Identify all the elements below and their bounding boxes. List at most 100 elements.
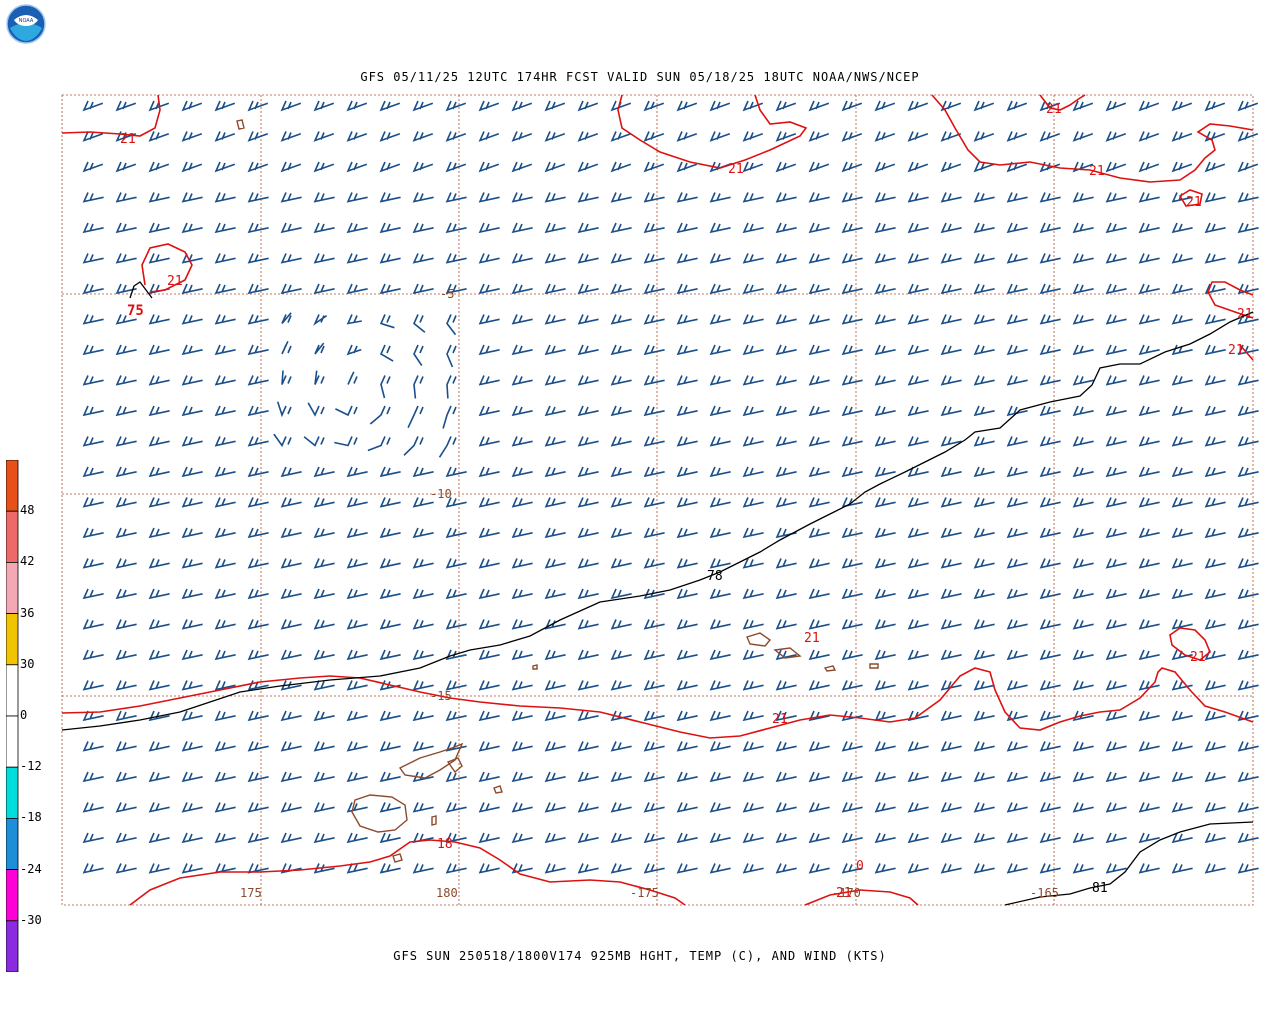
wind-barb: [247, 100, 269, 112]
wind-barb: [214, 192, 236, 203]
wind-barb: [577, 710, 599, 722]
wind-barb: [610, 649, 632, 661]
wind-barb: [181, 527, 203, 539]
wind-barb: [610, 527, 632, 539]
wind-barb: [82, 771, 104, 783]
island-small-6: [236, 119, 245, 130]
fiji-viti-levu: [351, 794, 408, 833]
wind-barb: [478, 832, 500, 844]
wind-barb: [808, 497, 830, 508]
wind-barb: [973, 588, 995, 600]
color-scale-label: 30: [20, 656, 35, 671]
wind-barb: [907, 527, 929, 539]
wind-barb: [874, 222, 896, 234]
wind-barb: [379, 192, 401, 203]
wind-barb: [709, 649, 731, 661]
wind-barb: [1039, 283, 1061, 295]
wind-barb: [1006, 375, 1028, 386]
wind-barb: [1237, 741, 1259, 752]
wind-barb: [907, 161, 929, 173]
wind-barb: [478, 802, 500, 813]
wind-barb: [379, 283, 401, 295]
wind-barb: [1039, 771, 1061, 783]
wind-barb: [940, 710, 962, 722]
wind-barb: [82, 131, 104, 142]
wind-barb: [1072, 558, 1094, 569]
wind-barb: [742, 771, 764, 783]
wind-barb: [808, 771, 830, 783]
wind-barb: [511, 375, 533, 386]
wind-barb: [1039, 741, 1061, 752]
wind-barb: [874, 802, 896, 813]
wind-barb: [82, 375, 104, 386]
wind-barb: [412, 253, 434, 264]
lon-label: -165: [1030, 886, 1059, 900]
wind-barb: [214, 344, 236, 356]
wind-barb: [1138, 832, 1160, 844]
wind-barb: [379, 741, 401, 752]
wind-barb: [214, 588, 236, 600]
wind-barb: [610, 558, 632, 569]
wind-barb: [1039, 375, 1061, 386]
wind-barb: [1237, 710, 1259, 722]
wind-barb: [1039, 832, 1061, 844]
wind-barb: [1138, 527, 1160, 539]
wind-barb: [181, 771, 203, 783]
wind-barb: [412, 710, 434, 722]
wind-barb: [1006, 680, 1028, 691]
wind-barb: [709, 619, 731, 630]
wind-barb: [907, 649, 929, 661]
wind-barb: [676, 131, 698, 142]
wind-barb: [1105, 741, 1127, 752]
graticule: [62, 95, 1253, 905]
wind-barb: [808, 283, 830, 295]
wind-barb: [313, 680, 335, 691]
wind-barb: [511, 527, 533, 539]
wind-barb: [1006, 832, 1028, 844]
wind-barb: [181, 863, 203, 874]
wind-barb: [1105, 192, 1127, 203]
wind-barb: [1171, 161, 1193, 173]
wind-barb: [841, 832, 863, 844]
wind-barb: [1039, 192, 1061, 203]
wind-barb: [1072, 222, 1094, 234]
wind-barb: [610, 405, 632, 417]
wind-barb: [82, 802, 104, 813]
wind-barb: [115, 344, 137, 356]
wind-barb: [841, 558, 863, 569]
wind-barb: [940, 253, 962, 264]
map-frame: [61, 94, 1254, 906]
wind-barb: [446, 314, 457, 336]
wind-barb: [643, 802, 665, 813]
wind-barb: [643, 222, 665, 234]
wind-barb: [115, 375, 137, 386]
wind-barb: [610, 100, 632, 112]
wind-barb: [478, 619, 500, 630]
samoa-savaii: [746, 632, 772, 647]
wind-barb: [841, 161, 863, 173]
wind-barb: [742, 344, 764, 356]
wind-barb: [214, 771, 236, 783]
wind-barb: [181, 588, 203, 600]
wind-barb: [808, 375, 830, 386]
wind-barb: [82, 466, 104, 478]
wind-barb: [1138, 436, 1160, 447]
wind-barb: [544, 466, 566, 478]
wind-barb: [577, 161, 599, 173]
wind-barb: [742, 161, 764, 173]
wind-barb: [1105, 161, 1127, 173]
wind-barb: [544, 344, 566, 356]
wind-barb: [214, 497, 236, 508]
wind-barb: [742, 497, 764, 508]
wind-barb: [874, 253, 896, 264]
wind-barb: [775, 802, 797, 813]
wind-barb: [940, 558, 962, 569]
wind-barb: [544, 375, 566, 386]
wind-barb: [973, 802, 995, 813]
wind-barb: [1171, 222, 1193, 234]
wind-barb: [247, 710, 269, 722]
wind-barb: [214, 222, 236, 234]
wind-barb: [1171, 802, 1193, 813]
wind-barb: [775, 222, 797, 234]
